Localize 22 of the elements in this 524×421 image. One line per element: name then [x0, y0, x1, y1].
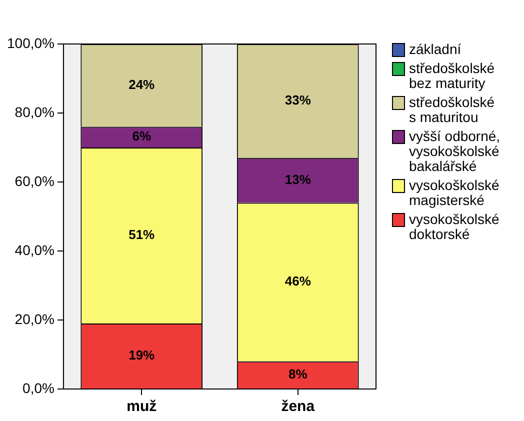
y-tick-label: 0,0% [22, 380, 54, 396]
data-label: 46% [284, 274, 312, 289]
x-tick-label: žena [281, 398, 316, 416]
data-label: 24% [128, 76, 156, 92]
legend-label: středoškolské bez maturity [409, 60, 496, 91]
legend-label: vysokoškolské magisterské [409, 177, 500, 208]
data-label: 19% [128, 348, 156, 363]
y-tick-label: 60,0% [14, 172, 54, 189]
y-tick-label: 20,0% [14, 310, 54, 327]
legend-label: vyšší odborné, vysokoškolské bakalářské [409, 128, 502, 174]
data-label: 13% [284, 172, 312, 187]
y-tick-label: 80,0% [14, 104, 54, 120]
data-label: 51% [128, 227, 156, 242]
data-label: 6% [132, 128, 152, 144]
x-tick-label: muž [126, 398, 157, 416]
y-tick-label: 40,0% [14, 242, 54, 258]
legend-label: základní [409, 41, 462, 57]
data-label: 8% [288, 366, 308, 382]
legend-label: vysokoškolské doktorské [409, 211, 500, 242]
y-tick-label: 100,0% [7, 34, 54, 51]
data-label: 33% [284, 92, 312, 108]
legend-label: středoškolské s maturitou [409, 94, 496, 125]
